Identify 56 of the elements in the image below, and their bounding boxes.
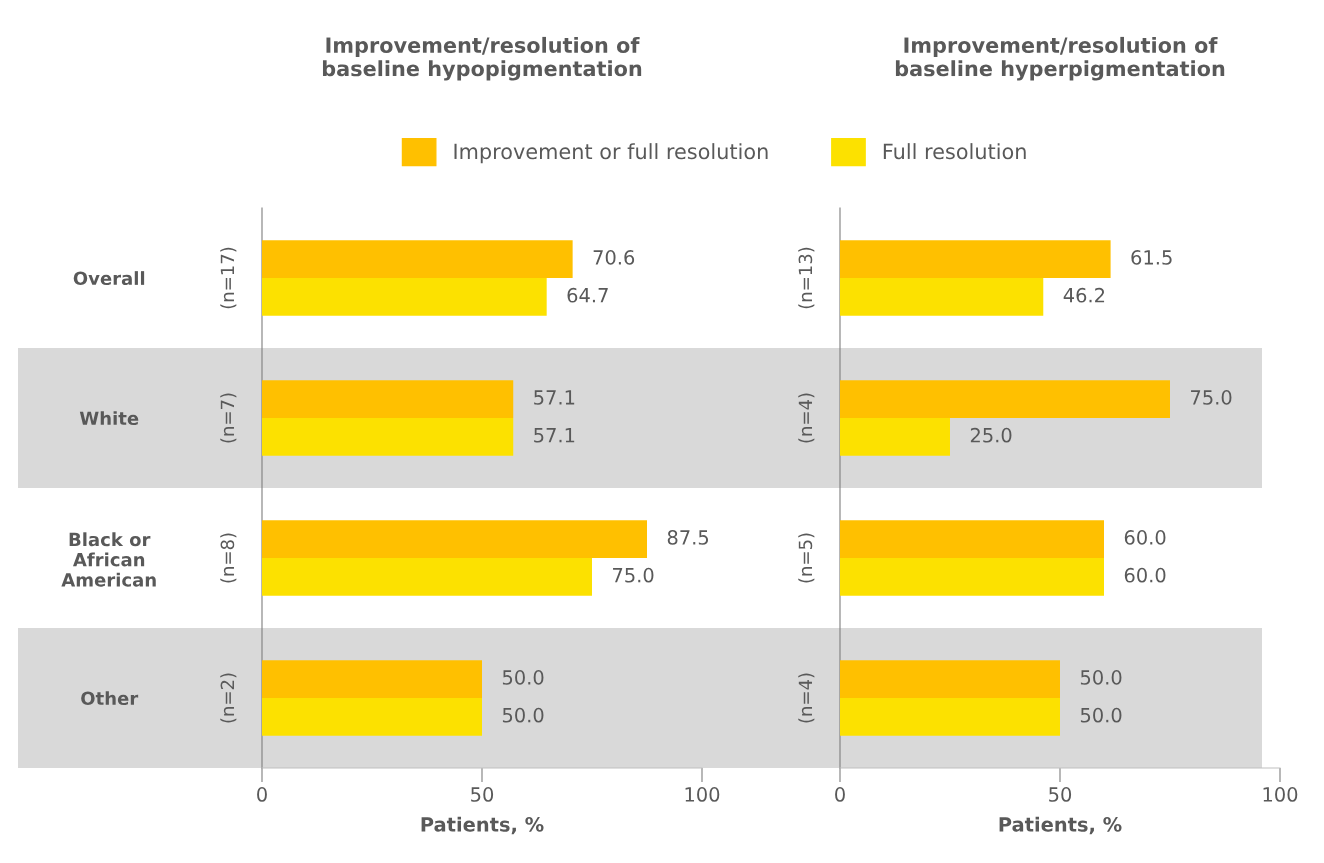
bar [840, 698, 1060, 736]
data-label: 57.1 [534, 428, 575, 443]
data-label: 75.0 [1191, 390, 1232, 405]
bar [840, 558, 1104, 596]
bar [840, 418, 950, 456]
data-label: 50.0 [1080, 670, 1122, 685]
text: (n=17) [220, 247, 237, 309]
data-label: 50.0 [1080, 707, 1122, 723]
bar [840, 240, 1111, 278]
bar [840, 278, 1044, 316]
text: (n=4) [798, 393, 815, 443]
x-axis-title: Patients, % [421, 816, 544, 835]
bar [840, 660, 1060, 698]
data-label: 46.2 [1063, 287, 1105, 303]
text: (n=8) [220, 533, 237, 583]
data-label: 70.6 [593, 250, 635, 265]
y-tick-label: Other [81, 691, 139, 706]
bar [262, 660, 482, 698]
chart-title: Improvement/resolution of baseline hyperpigmentation [895, 36, 1225, 81]
data-label: 60.0 [1124, 530, 1166, 545]
x-tick-label: 50 [1049, 787, 1072, 802]
legend-label: Improvement or full resolution [454, 143, 768, 164]
bar [262, 240, 573, 278]
data-label: 64.7 [567, 287, 608, 303]
data-label: 50.0 [502, 670, 544, 685]
x-tick-label: 0 [257, 787, 267, 802]
text: (n=4) [798, 673, 815, 723]
x-axis-title: Patients, % [999, 816, 1122, 835]
bar [840, 520, 1104, 558]
x-tick-label: 50 [471, 787, 494, 802]
x-tick-label: 100 [1263, 787, 1298, 802]
data-label: 87.5 [667, 530, 709, 545]
bar [840, 380, 1170, 418]
data-label: 60.0 [1124, 567, 1166, 583]
bar [262, 418, 514, 456]
bar [262, 380, 514, 418]
data-label: 61.5 [1131, 250, 1172, 265]
y-tick-label: Overall [73, 271, 145, 286]
bar [262, 520, 647, 558]
y-tick-label: White [79, 411, 139, 426]
bar [262, 698, 482, 736]
bar [262, 558, 592, 596]
x-tick-label: 0 [835, 787, 845, 802]
data-label: 50.0 [502, 707, 544, 723]
text: (n=5) [798, 533, 815, 583]
legend-label: Full resolution [883, 143, 1026, 160]
text: (n=2) [220, 673, 237, 723]
bar [262, 278, 547, 316]
data-label: 75.0 [613, 567, 654, 583]
text: (n=7) [220, 393, 237, 443]
x-tick-label: 100 [685, 787, 720, 802]
data-label: 25.0 [970, 427, 1012, 443]
y-tick-label: Black or African American [61, 532, 156, 587]
data-label: 57.1 [534, 390, 575, 405]
text: (n=13) [798, 247, 815, 309]
chart-title: Improvement/resolution of baseline hypopigmentation [322, 36, 642, 81]
